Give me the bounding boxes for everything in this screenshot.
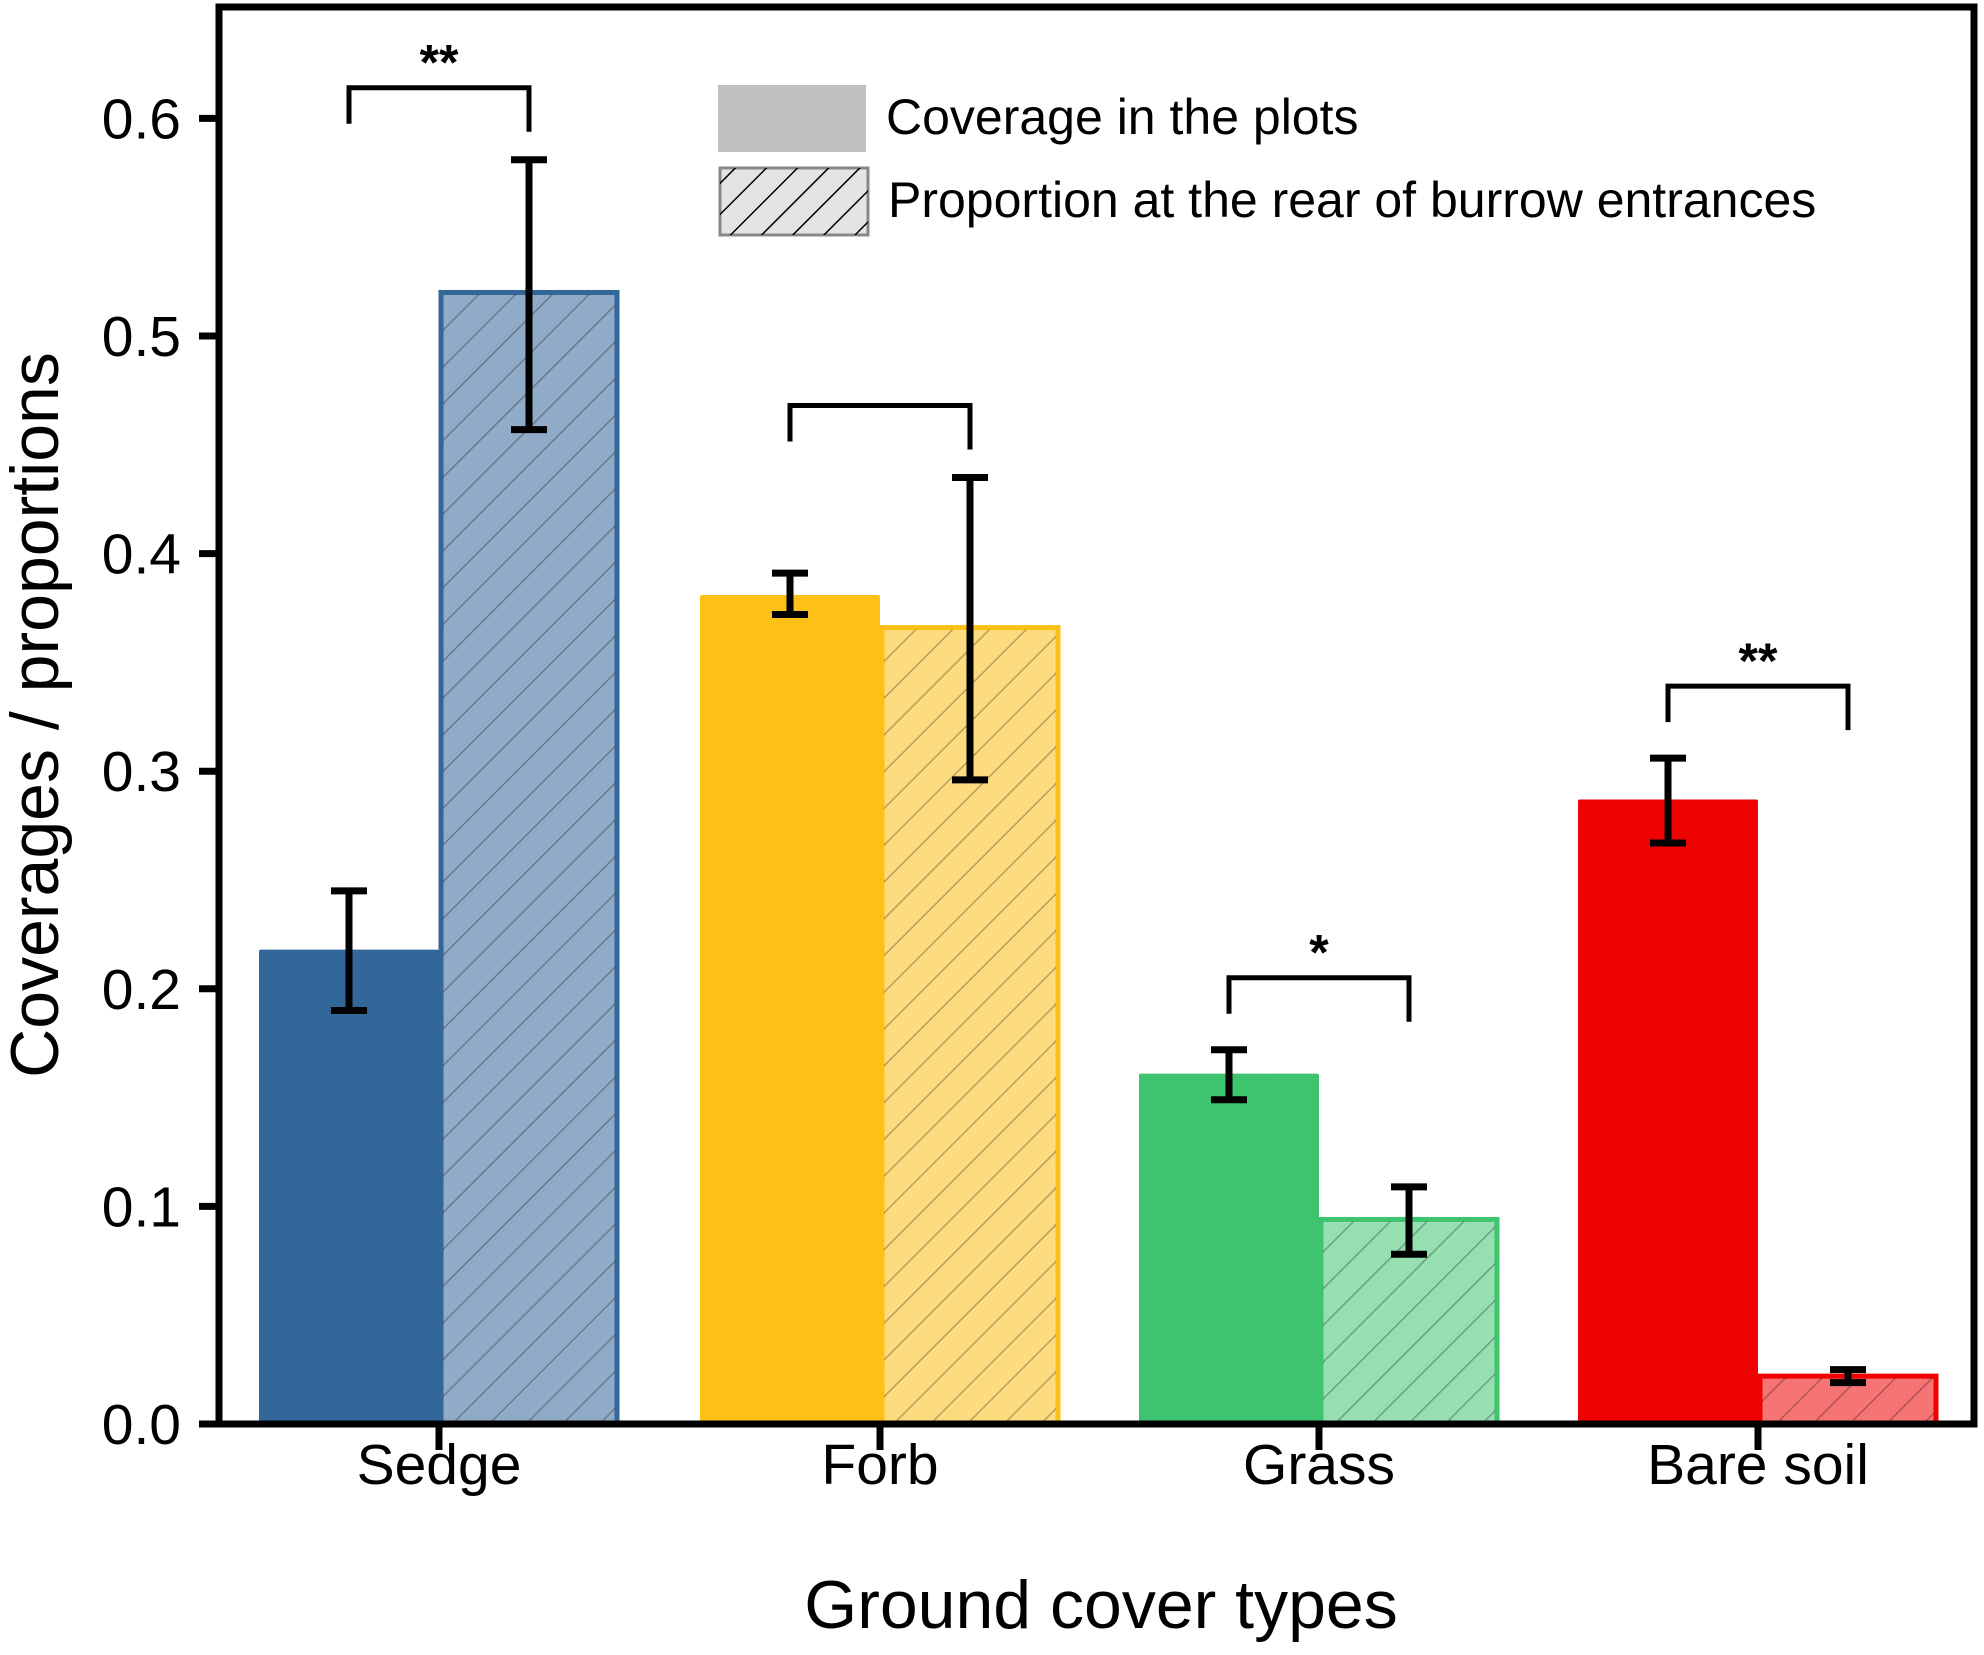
legend-swatch-solid [718, 85, 866, 152]
y-tick-label: 0.3 [102, 740, 181, 804]
x-tick-label-bare-soil: Bare soil [1647, 1433, 1869, 1497]
significance-bracket-sedge [346, 85, 532, 132]
y-axis: 0.0 0.1 0.2 0.3 0.4 0.5 0.6 [102, 87, 219, 1457]
bar-bare-soil-coverage [1578, 799, 1758, 1424]
bar-sedge-coverage [259, 949, 439, 1424]
error-bar-grass-proportion [1391, 1183, 1427, 1258]
bar-hatch-sedge [443, 294, 615, 1423]
significance-label-sedge: ** [420, 35, 459, 91]
y-tick-label: 0.5 [102, 305, 181, 369]
error-bar-sedge-coverage [331, 887, 367, 1015]
y-tick-label: 0.6 [102, 87, 181, 151]
y-tick-label: 0.1 [102, 1175, 181, 1239]
significance-bracket-grass [1226, 975, 1412, 1022]
significance-label-bare-soil: ** [1739, 633, 1778, 689]
error-bar-sedge-proportion [511, 156, 547, 434]
x-tick-label-sedge: Sedge [357, 1433, 522, 1497]
y-tick-label: 0.0 [102, 1393, 181, 1457]
y-tick-label: 0.2 [102, 958, 181, 1022]
error-bar-forb-coverage [772, 569, 808, 619]
significance-bracket-bare-soil [1665, 683, 1851, 731]
legend-swatch-hatched [720, 168, 868, 235]
x-axis: Sedge Forb Grass Bare soil [357, 1424, 1869, 1497]
error-bar-bare-soil-proportion [1830, 1366, 1866, 1387]
legend: Coverage in the plots Proportion at the … [718, 85, 1816, 237]
legend-label-proportion: Proportion at the rear of burrow entranc… [888, 172, 1816, 228]
legend-label-coverage: Coverage in the plots [886, 89, 1359, 145]
error-bar-forb-proportion [952, 473, 988, 784]
y-axis-title: Coverages / proportions [0, 352, 73, 1078]
plot-frame [215, 3, 1978, 1428]
y-tick-label: 0.4 [102, 523, 181, 587]
x-axis-title: Ground cover types [804, 1567, 1397, 1643]
error-bar-bare-soil-coverage [1650, 754, 1686, 847]
plot-content: ***** [259, 35, 1939, 1427]
x-tick-label-forb: Forb [821, 1433, 938, 1497]
significance-label-grass: * [1309, 925, 1329, 981]
bar-grass-coverage [1139, 1073, 1319, 1424]
significance-bracket-forb [787, 402, 973, 450]
x-tick-label-grass: Grass [1243, 1433, 1395, 1497]
bar-forb-coverage [700, 594, 880, 1424]
error-bar-grass-coverage [1211, 1046, 1247, 1104]
